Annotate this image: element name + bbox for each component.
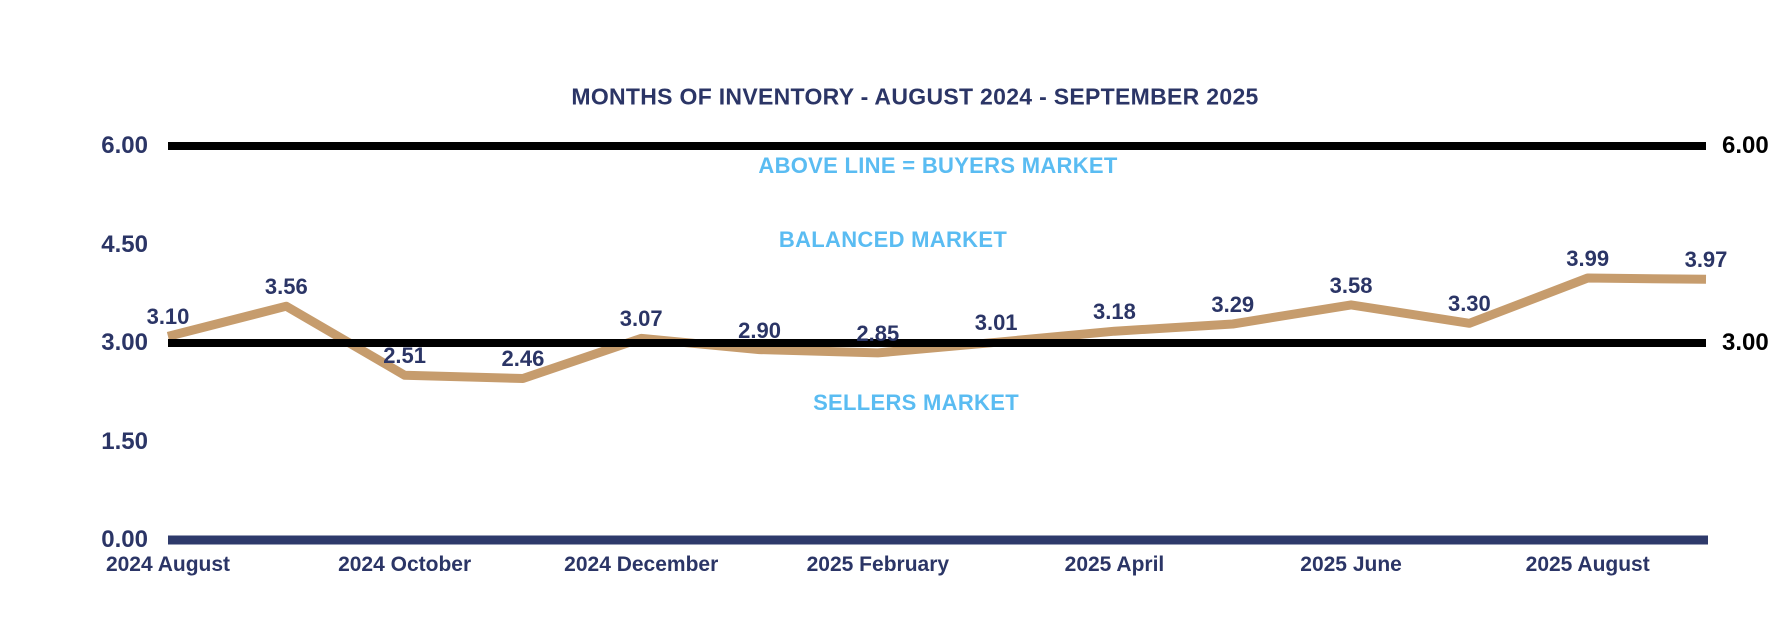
data-label-2024-december: 3.07 [619, 306, 663, 332]
chart-title: MONTHS OF INVENTORY - AUGUST 2024 - SEPT… [571, 83, 1259, 110]
x-tick-label: 2024 August [105, 553, 231, 576]
x-tick-label: 2024 October [338, 553, 472, 576]
y-tick-left-4.50: 4.50 [101, 230, 148, 258]
data-label-2025-april: 3.18 [1093, 299, 1136, 325]
data-label-2024-september: 3.56 [264, 274, 308, 300]
x-tick-label: 2025 June [1300, 553, 1402, 576]
inventory-series-line [166, 273, 1707, 383]
y-tick-left-0.00: 0.00 [101, 526, 148, 553]
reference-lines [168, 142, 1706, 347]
y-tick-right-3.00: 3.00 [1722, 329, 1769, 356]
data-label-2024-october: 2.51 [383, 343, 427, 369]
data-label-2025-august: 3.99 [1566, 245, 1610, 271]
x-tick-label: 2025 February [806, 553, 950, 576]
y-tick-left-6.00: 6.00 [101, 132, 148, 159]
annotation-balanced-market: BALANCED MARKET [778, 226, 1008, 252]
y-tick-left-3.00: 3.00 [101, 329, 148, 356]
data-label-2025-july: 3.30 [1447, 291, 1491, 317]
data-label-2025-march: 3.01 [974, 310, 1018, 336]
x-tick-label: 2025 August [1525, 553, 1650, 576]
data-label-2025-february: 2.85 [856, 320, 900, 346]
data-label-2025-june: 3.58 [1329, 272, 1373, 298]
y-tick-right-6.00: 6.00 [1722, 132, 1769, 159]
data-label-2025-september: 3.97 [1684, 247, 1728, 273]
data-label-2025-may: 3.29 [1211, 291, 1255, 317]
y-tick-left-1.50: 1.50 [101, 427, 148, 455]
annotation-above-line-buyers-market: ABOVE LINE = BUYERS MARKET [758, 153, 1118, 179]
data-label-2024-august: 3.10 [146, 304, 190, 330]
data-label-2025-january: 2.90 [738, 317, 781, 343]
annotation-sellers-market: SELLERS MARKET [813, 390, 1019, 416]
x-tick-label: 2024 December [564, 553, 719, 576]
data-label-2024-november: 2.46 [501, 346, 545, 372]
x-tick-label: 2025 April [1064, 553, 1165, 576]
